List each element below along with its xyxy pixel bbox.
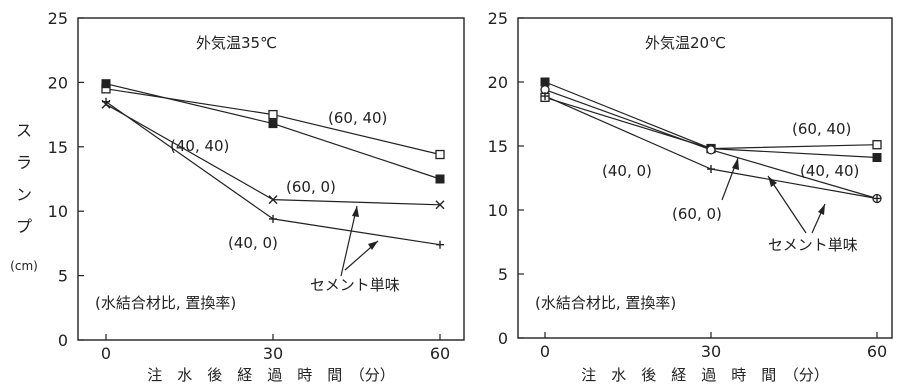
plot-frame xyxy=(77,17,465,341)
y-tick-label: 0 xyxy=(58,331,68,350)
data-point-open-square xyxy=(872,140,882,150)
axis-ticks: 0 5 10 15 20 25 0 30 60 xyxy=(488,9,888,361)
chart-title: 外気温20℃ xyxy=(645,34,726,52)
data-point-x xyxy=(268,195,278,205)
chart-panel-20c: 0 5 10 15 20 25 0 30 60 外気温20℃ (60, 40) (40, 40)… xyxy=(488,9,893,384)
y-axis-label-char: ラ xyxy=(16,153,32,172)
x-tick-label: 30 xyxy=(701,342,721,361)
data-point-plus xyxy=(269,214,277,223)
axis-ticks: 0 5 10 15 20 25 0 30 60 xyxy=(48,9,451,363)
data-point-x xyxy=(435,200,445,210)
y-tick-label: 15 xyxy=(48,138,68,157)
y-tick-label: 10 xyxy=(488,201,508,220)
arrow-60-0 xyxy=(721,157,739,201)
series-label-40-40: (40, 40) xyxy=(170,137,229,155)
data-point-plus xyxy=(102,97,110,106)
y-tick-label: 25 xyxy=(48,9,68,28)
series-label-60-0: (60, 0) xyxy=(672,205,722,223)
data-point-filled-square xyxy=(268,119,278,129)
data-point-filled-square xyxy=(872,153,882,163)
arrow-cement-only xyxy=(767,175,826,234)
annotation-legend-note: (水結合材比, 置換率) xyxy=(95,294,236,312)
data-point-open-circle xyxy=(706,145,716,155)
data-point-filled-square xyxy=(101,79,111,89)
data-point-plus xyxy=(541,92,549,101)
data-point-filled-square xyxy=(540,77,550,87)
data-point-plus xyxy=(873,194,881,203)
y-axis-label-char: ン xyxy=(16,185,32,204)
x-tick-label: 30 xyxy=(263,344,283,363)
y-axis-label-char: ス xyxy=(16,121,32,140)
y-tick-label: 15 xyxy=(488,137,508,156)
series-line xyxy=(105,83,441,180)
series-group xyxy=(540,77,882,204)
series-label-60-0: (60, 0) xyxy=(286,178,336,196)
y-axis-label: ス ラ ン プ xyxy=(16,121,32,236)
data-point-plus xyxy=(436,240,444,249)
data-point-plus xyxy=(707,165,715,174)
y-tick-label: 25 xyxy=(488,9,508,28)
plot-frame xyxy=(517,17,893,339)
y-axis-unit: (cm) xyxy=(10,259,38,273)
y-tick-label: 0 xyxy=(498,329,508,348)
chart-panel-35c: 0 5 10 15 20 25 0 30 60 外気温35℃ (60, 40) (40, 40)… xyxy=(48,9,465,384)
data-point-open-square xyxy=(268,109,278,120)
series-group xyxy=(101,79,445,249)
x-tick-label: 60 xyxy=(430,344,450,363)
series-label-60-40: (60, 40) xyxy=(792,120,851,138)
chart-title: 外気温35℃ xyxy=(196,34,277,52)
y-tick-label: 5 xyxy=(58,267,68,286)
x-tick-label: 0 xyxy=(540,342,550,361)
data-point-open-square xyxy=(435,149,445,160)
x-axis-label: 注 水 後 経 過 時 間 （分） xyxy=(581,366,829,384)
x-tick-label: 60 xyxy=(867,342,887,361)
y-tick-label: 20 xyxy=(488,73,508,92)
y-axis-label-char: プ xyxy=(16,217,32,236)
annotation-legend-note: (水結合材比, 置換率) xyxy=(535,294,676,312)
x-axis-label: 注 水 後 経 過 時 間 （分） xyxy=(147,366,395,384)
annotation-cement-only: セメント単味 xyxy=(768,236,858,254)
x-tick-label: 0 xyxy=(101,344,111,363)
series-label-40-40: (40, 40) xyxy=(800,162,859,180)
data-point-filled-square xyxy=(435,174,445,184)
y-tick-label: 5 xyxy=(498,265,508,284)
series-label-60-40: (60, 40) xyxy=(328,109,387,127)
series-label-40-0: (40, 0) xyxy=(602,162,652,180)
arrow-cement-only xyxy=(340,205,379,277)
y-tick-label: 10 xyxy=(48,202,68,221)
series-label-40-0: (40, 0) xyxy=(228,234,278,252)
annotation-cement-only: セメント単味 xyxy=(310,276,400,294)
y-tick-label: 20 xyxy=(48,73,68,92)
